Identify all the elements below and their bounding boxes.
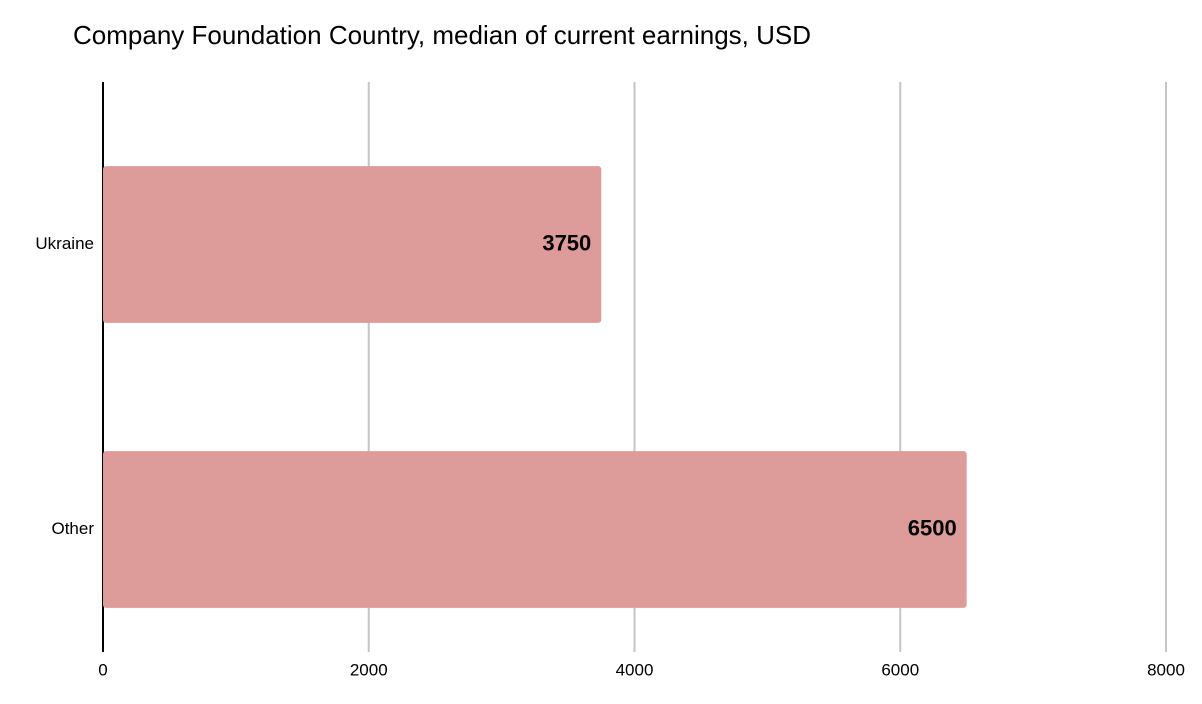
- data-label: 6500: [908, 515, 957, 540]
- x-tick-label: 4000: [616, 660, 654, 679]
- x-tick-label: 6000: [881, 660, 919, 679]
- y-tick-label: Other: [51, 519, 94, 538]
- bar: [103, 451, 967, 608]
- bar: [103, 166, 602, 323]
- x-tick-label: 0: [98, 660, 107, 679]
- data-label: 3750: [542, 230, 591, 255]
- x-tick-label: 2000: [350, 660, 388, 679]
- y-tick-label: Ukraine: [35, 234, 94, 253]
- x-tick-label: 8000: [1147, 660, 1185, 679]
- chart-title: Company Foundation Country, median of cu…: [73, 20, 811, 50]
